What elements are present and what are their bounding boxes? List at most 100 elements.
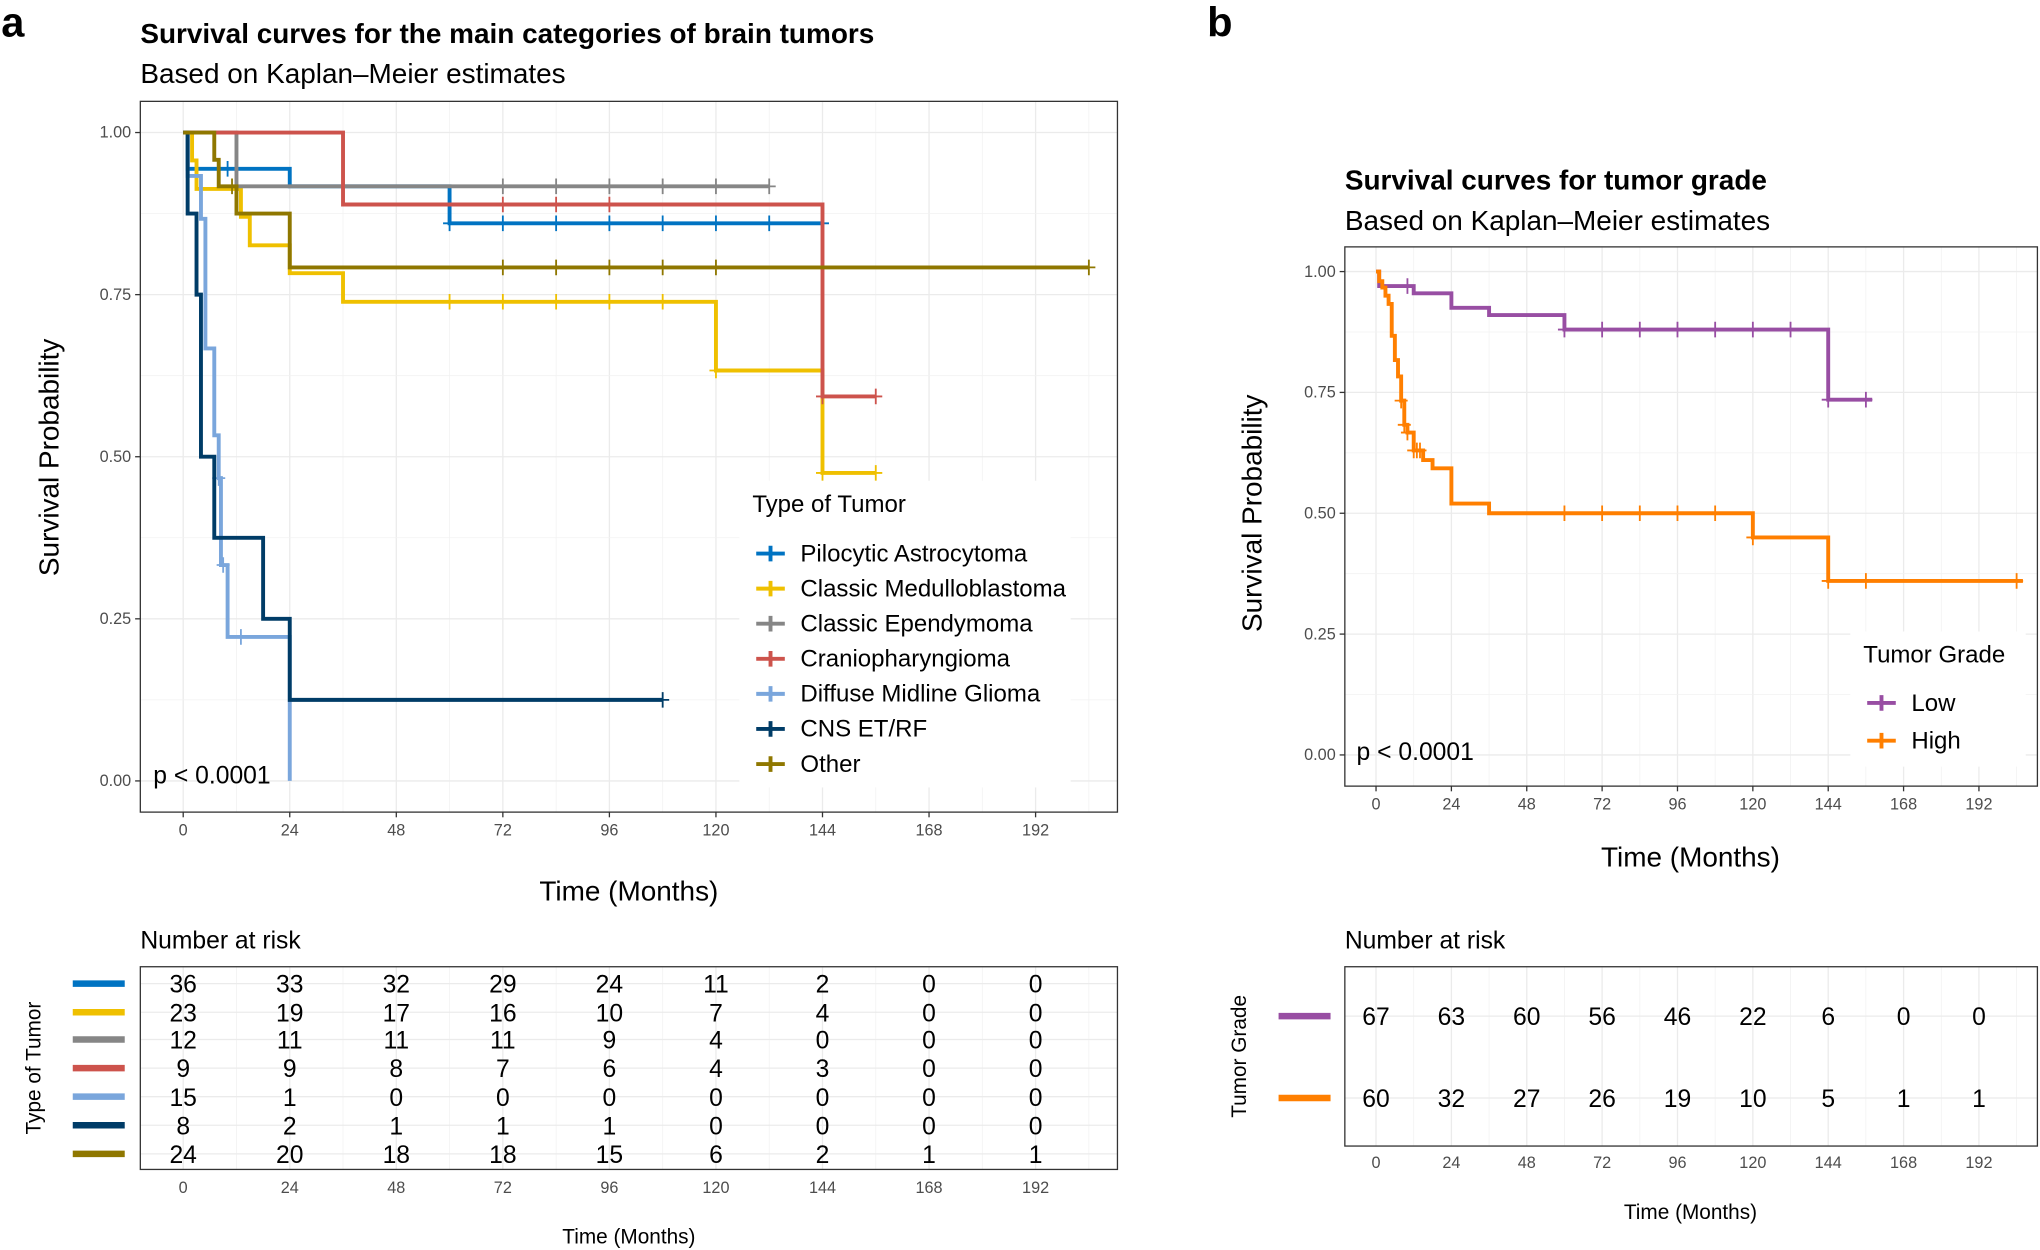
risk-count: 0 [922, 1113, 936, 1140]
risk-x-tick-label: 48 [387, 1179, 405, 1197]
y-tick-label: 0.75 [1304, 384, 1336, 402]
censor-mark [1400, 424, 1414, 441]
risk-count: 20 [276, 1142, 303, 1169]
censor-mark [443, 215, 457, 232]
risk-count: 24 [596, 972, 623, 999]
risk-count: 8 [176, 1113, 190, 1140]
y-tick-label: 0.25 [1304, 625, 1336, 643]
censor-mark [656, 293, 670, 310]
risk-count: 0 [816, 1085, 830, 1112]
survival-curve-craniopharyngioma [183, 130, 876, 399]
risk-count: 0 [1029, 1113, 1043, 1140]
censor-mark [656, 178, 670, 195]
risk-count: 0 [709, 1113, 723, 1140]
risk-count: 23 [169, 1000, 196, 1027]
risk-count: 8 [389, 1056, 403, 1083]
risk-count: 6 [603, 1056, 617, 1083]
legend-swatch [756, 686, 785, 702]
survival-curve-classic-medulloblastoma [183, 130, 876, 475]
legend-item: Diffuse Midline Glioma [756, 681, 1041, 708]
risk-count: 0 [389, 1085, 403, 1112]
legend-title: Type of Tumor [752, 491, 906, 518]
risk-x-tick-label: 72 [494, 1179, 512, 1197]
risk-table-title: Number at risk [1345, 928, 1506, 955]
censor-mark [709, 215, 723, 232]
x-tick-label: 0 [179, 821, 188, 839]
risk-x-tick-label: 192 [1965, 1154, 1992, 1172]
censor-mark [815, 388, 829, 405]
risk-count: 26 [1588, 1086, 1615, 1113]
risk-count: 9 [283, 1056, 297, 1083]
x-axis-title: Time (Months) [539, 875, 718, 906]
censor-mark [1400, 278, 1414, 294]
plot-border [1344, 246, 2039, 787]
risk-count: 22 [1739, 1004, 1766, 1031]
risk-count: 60 [1362, 1086, 1389, 1113]
censor-mark [709, 259, 723, 276]
risk-count: 67 [1362, 1004, 1389, 1031]
censor-mark [1633, 505, 1647, 522]
x-tick-label: 24 [281, 821, 299, 839]
legend-item: Pilocytic Astrocytoma [756, 540, 1028, 567]
censor-mark [496, 215, 510, 232]
censor-mark [2010, 573, 2024, 589]
censor-mark [1082, 259, 1096, 276]
risk-count: 9 [603, 1028, 617, 1055]
risk-count: 0 [816, 1113, 830, 1140]
risk-count: 12 [169, 1028, 196, 1055]
risk-x-tick-label: 168 [1890, 1154, 1917, 1172]
risk-count: 17 [383, 1000, 410, 1027]
censor-mark [1397, 417, 1411, 433]
legend-swatch [756, 580, 785, 597]
risk-count: 0 [922, 1000, 936, 1027]
risk-count: 4 [709, 1028, 723, 1055]
risk-x-tick-label: 24 [1442, 1154, 1460, 1172]
risk-x-tick-label: 168 [915, 1179, 942, 1197]
censor-mark [709, 362, 723, 379]
legend-swatch [1867, 732, 1896, 749]
censor-mark [815, 465, 829, 481]
risk-count: 1 [283, 1085, 297, 1112]
risk-count: 10 [596, 1000, 623, 1027]
risk-count: 11 [703, 972, 729, 999]
censor-mark [1557, 321, 1571, 338]
legend-item: Other [756, 751, 860, 778]
censor-mark [1595, 505, 1609, 522]
censor-mark [1413, 442, 1427, 459]
risk-x-tick-label: 96 [1668, 1154, 1686, 1172]
risk-count: 0 [1029, 1000, 1043, 1027]
risk-count: 32 [1438, 1086, 1465, 1113]
censor-mark [762, 178, 776, 195]
risk-x-tick-label: 0 [179, 1179, 188, 1197]
risk-count: 0 [1897, 1004, 1911, 1031]
panel-label: a [1, 0, 25, 45]
chart-title: Survival curves for tumor grade [1345, 165, 1767, 196]
risk-count: 7 [496, 1056, 510, 1083]
risk-count: 0 [603, 1085, 617, 1112]
risk-x-tick-label: 120 [1739, 1154, 1766, 1172]
x-tick-label: 120 [1739, 796, 1766, 814]
x-tick-label: 24 [1442, 796, 1460, 814]
risk-count: 0 [922, 1056, 936, 1083]
censor-mark [1595, 321, 1609, 338]
legend-item: Classic Ependymoma [756, 610, 1033, 637]
risk-count: 0 [1029, 1085, 1043, 1112]
y-axis-title: Survival Probability [33, 339, 64, 576]
risk-count: 4 [709, 1056, 723, 1083]
risk-count: 36 [169, 972, 196, 999]
risk-count: 5 [1821, 1086, 1835, 1113]
risk-count: 46 [1664, 1004, 1691, 1031]
legend-swatch [756, 650, 785, 667]
risk-count: 1 [922, 1142, 936, 1169]
risk-count: 2 [816, 1142, 830, 1169]
risk-count: 0 [922, 972, 936, 999]
censor-mark [443, 293, 457, 310]
censor-mark [549, 259, 563, 276]
y-tick-label: 0.25 [100, 610, 132, 628]
risk-count: 1 [496, 1113, 510, 1140]
y-tick-label: 0.50 [1304, 504, 1336, 522]
risk-x-tick-label: 120 [702, 1179, 729, 1197]
chart-title: Survival curves for the main categories … [140, 18, 874, 49]
